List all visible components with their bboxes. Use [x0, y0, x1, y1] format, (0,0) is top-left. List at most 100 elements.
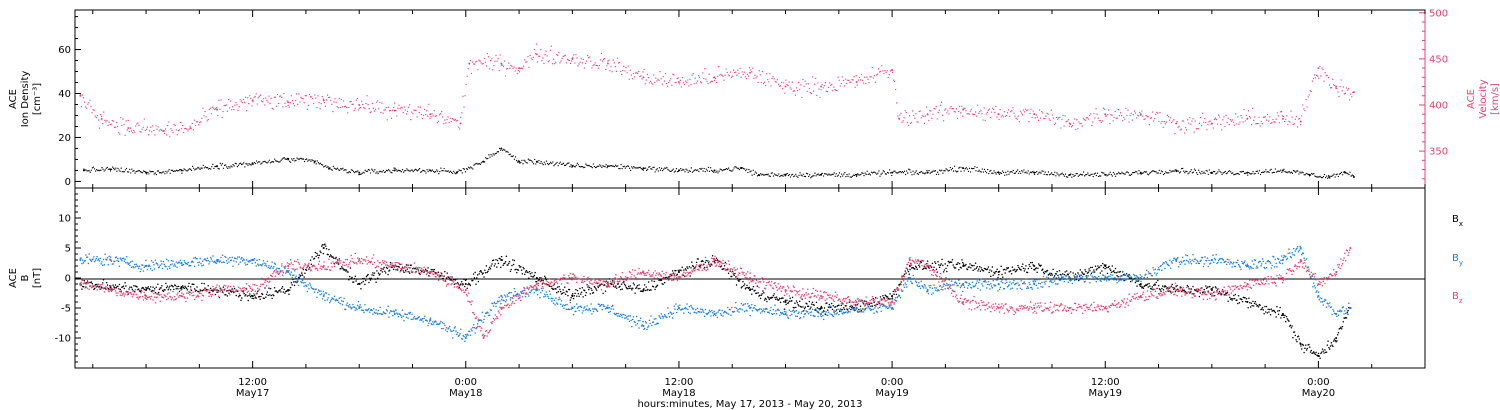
- density-point-226: [324, 165, 326, 168]
- velocity-point-1168: [1324, 72, 1326, 74]
- bx-point-251: [280, 291, 282, 293]
- bx-point-836: [747, 287, 750, 290]
- velocity-point-614: [734, 71, 736, 74]
- bx-point-1425: [1218, 290, 1221, 293]
- bx-point-1104: [962, 261, 964, 264]
- density-point-511: [627, 165, 630, 167]
- density-point-780: [914, 171, 916, 174]
- bx-point-235: [267, 294, 269, 297]
- bx-point-666: [611, 280, 614, 282]
- bx-point-24: [98, 286, 101, 288]
- velocity-point-911: [1050, 109, 1052, 111]
- density-point-328: [432, 170, 435, 173]
- density-point-885: [1026, 172, 1028, 174]
- velocity-point-965: [1108, 109, 1110, 111]
- bx-point-731: [663, 281, 666, 284]
- bx-point-1198: [1037, 267, 1039, 269]
- density-point-962: [1108, 173, 1110, 175]
- bx-point-513: [489, 268, 492, 270]
- density-point-412: [522, 163, 524, 165]
- velocity-point-256: [352, 103, 354, 105]
- density-point-977: [1124, 173, 1126, 175]
- density-point-1000: [1149, 172, 1151, 174]
- density-point-115: [205, 167, 208, 169]
- velocity-point-44: [126, 129, 128, 131]
- velocity-point-630: [751, 71, 753, 73]
- velocity-point-381: [485, 65, 488, 67]
- velocity-point-122: [209, 107, 212, 109]
- bx-point-1216: [1051, 274, 1054, 276]
- density-point-67: [154, 172, 156, 174]
- velocity-point-453: [562, 55, 564, 58]
- bx-point-264: [290, 281, 293, 284]
- bx-point-1248: [1077, 272, 1079, 274]
- bx-point-507: [484, 272, 487, 274]
- velocity-point-648: [770, 85, 772, 87]
- velocity-point-1164: [1320, 75, 1322, 77]
- by-point-372: [376, 313, 379, 315]
- bx-point-454: [442, 277, 444, 280]
- bx-point-1066: [931, 262, 934, 265]
- velocity-point-1193: [1351, 96, 1353, 98]
- velocity-point-1097: [1248, 115, 1251, 118]
- density-point-189: [284, 158, 286, 160]
- velocity-point-197: [289, 102, 291, 104]
- bx-anchor-38: [1335, 336, 1338, 340]
- density-point-351: [457, 170, 459, 173]
- bx-point-1177: [1020, 269, 1022, 271]
- density-point-1154: [1313, 172, 1315, 175]
- density-point-1127: [1284, 170, 1286, 173]
- velocity-point-391: [496, 60, 498, 62]
- density-point-816: [952, 170, 955, 172]
- density-point-53: [139, 171, 142, 173]
- bx-point-1388: [1189, 292, 1191, 294]
- by-point-41: [112, 263, 114, 265]
- by-point-56: [124, 258, 126, 260]
- bx-point-915: [810, 303, 813, 305]
- by-point-416: [412, 318, 414, 321]
- density-point-1071: [1224, 170, 1226, 173]
- velocity-point-350: [452, 118, 455, 120]
- bx-point-711: [647, 281, 650, 283]
- bx-point-1307: [1124, 274, 1126, 276]
- bx-point-685: [627, 287, 629, 290]
- bx-point-1068: [933, 266, 935, 268]
- velocity-point-25: [106, 119, 108, 122]
- bx-point-821: [735, 284, 738, 286]
- bx-point-1578: [1340, 327, 1343, 330]
- velocity-point-384: [488, 68, 491, 70]
- bx-point-615: [571, 294, 573, 297]
- density-point-572: [692, 170, 695, 172]
- bx-point-1165: [1010, 273, 1013, 275]
- by-anchor-28: [1033, 282, 1036, 286]
- density-point-154: [247, 164, 249, 166]
- bx-point-135: [187, 285, 189, 288]
- density-point-967: [1113, 173, 1116, 175]
- density-point-15: [99, 169, 101, 172]
- bx-point-1136: [987, 266, 990, 268]
- velocity-point-851: [986, 111, 988, 114]
- density-point-642: [767, 173, 769, 175]
- velocity-point-836: [970, 108, 972, 110]
- density-point-1005: [1154, 170, 1156, 173]
- velocity-point-592: [710, 80, 712, 82]
- bx-point-1242: [1072, 272, 1074, 274]
- density-point-763: [896, 172, 898, 174]
- velocity-point-198: [290, 95, 293, 97]
- density-point-576: [697, 169, 699, 171]
- density-point-33: [118, 169, 120, 171]
- velocity-point-520: [633, 76, 636, 78]
- density-point-495: [610, 165, 613, 167]
- by-point-490: [471, 329, 473, 332]
- density-point-970: [1117, 173, 1119, 175]
- velocity-point-315: [415, 109, 417, 111]
- density-point-102: [191, 165, 194, 168]
- velocity-point-1043: [1191, 120, 1193, 122]
- velocity-point-382: [486, 53, 489, 55]
- velocity-point-461: [571, 60, 573, 62]
- density-point-717: [847, 175, 849, 177]
- bx-point-412: [408, 272, 411, 274]
- velocity-point-626: [746, 73, 749, 75]
- bx-point-49: [118, 283, 121, 286]
- density-point-1093: [1248, 171, 1250, 174]
